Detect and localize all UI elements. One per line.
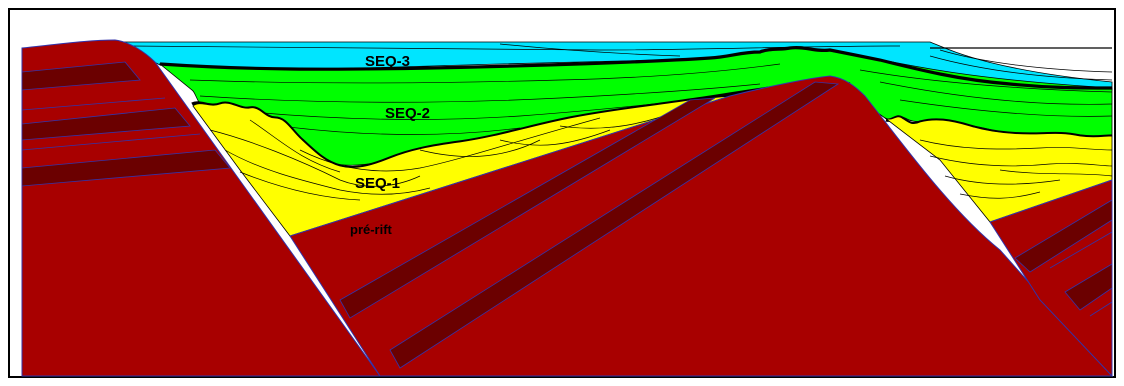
label-seq1: SEQ-1	[355, 175, 400, 192]
basement-bands-right	[1014, 199, 1113, 311]
basement-fault-lines-left	[21, 97, 201, 151]
basement-bands-left	[21, 61, 231, 187]
seq3-base-unconformity	[159, 45, 1113, 90]
label-seq2: SEQ-2	[385, 105, 430, 122]
basement-fault-lines-right	[1049, 231, 1113, 317]
seq1-right-internal-lines	[919, 139, 1113, 199]
label-prerift: pré-rift	[350, 222, 393, 237]
seq1-layer-right	[884, 116, 1113, 223]
basement-bands-central	[339, 81, 840, 369]
seq1-layer-left	[192, 95, 731, 237]
label-seq3: SEQ-3	[365, 53, 410, 70]
seq1-left-internal-lines	[209, 109, 681, 201]
